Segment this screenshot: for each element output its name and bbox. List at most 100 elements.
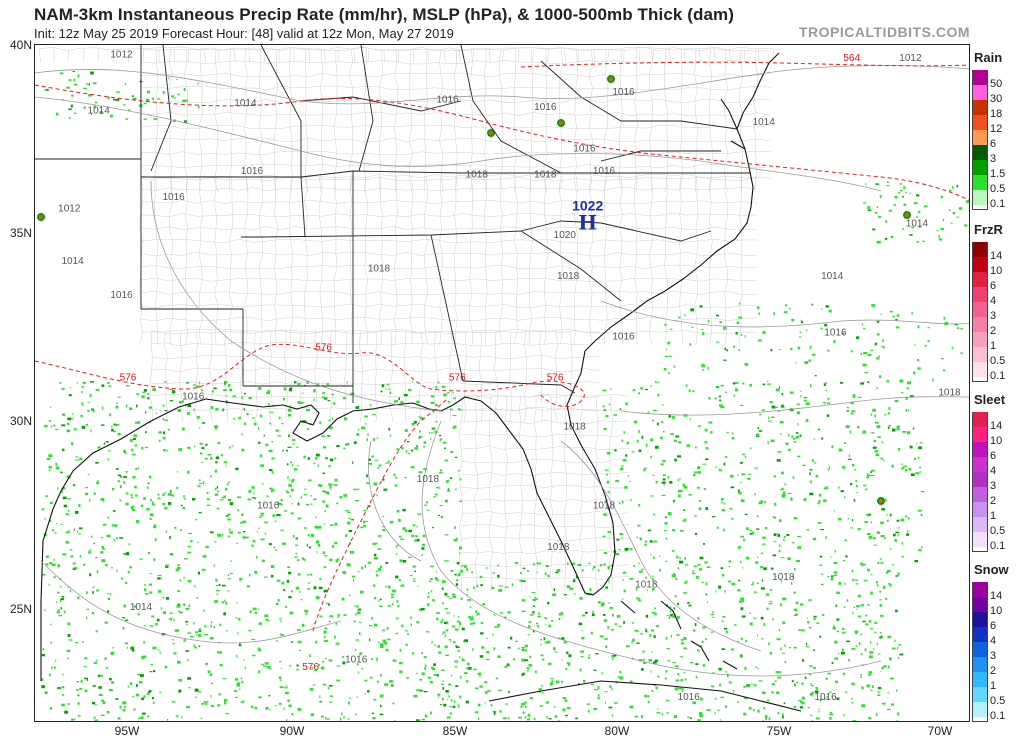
isobar-label: 1020: [554, 230, 577, 241]
thickness-label: 576: [547, 373, 564, 384]
isobar-label: 1018: [772, 572, 795, 583]
lon-label-90w: 90W: [279, 724, 305, 738]
legend-snow-swatch: [972, 642, 988, 657]
legend-frzr-swatch: [972, 242, 988, 257]
legend-sleet-swatch: [972, 517, 988, 532]
legend-frzr-level: 10: [990, 265, 1003, 277]
legend-snow-level: 10: [990, 605, 1003, 617]
legend-snow-swatch: [972, 597, 988, 612]
legend-sleet-swatch: [972, 502, 988, 517]
legend-frzr-level: 6: [990, 280, 997, 292]
chesapeake-bay: [720, 98, 746, 150]
legend-sleet-swatch: [972, 487, 988, 502]
legend-frzr-swatch: [972, 317, 988, 332]
isobar-label: 1016: [241, 166, 264, 177]
legend-frzr-level: 4: [990, 295, 997, 307]
legend-sleet-swatch: [972, 427, 988, 442]
isobar-label: 1016: [824, 328, 847, 339]
legend-sleet-level: 0.1: [990, 540, 1006, 552]
isobar-label: 1018: [635, 579, 658, 590]
legend-snow-swatch: [972, 672, 988, 687]
legend-rain-swatch: [972, 85, 988, 100]
legend-snow-swatch-blank: [972, 717, 988, 722]
legend-frzr-swatch: [972, 362, 988, 377]
thickness-label: 576: [120, 373, 137, 384]
legend-frzr-swatch: [972, 272, 988, 287]
legend-snow-level: 4: [990, 635, 997, 647]
legend-rain-level: 18: [990, 108, 1003, 120]
legend-frzr-level: 0.5: [990, 355, 1006, 367]
legend-snow-swatch: [972, 612, 988, 627]
legend-snow-level: 1: [990, 680, 997, 692]
legend-snow-level: 3: [990, 650, 997, 662]
legend-sleet-level: 1: [990, 510, 997, 522]
isobar-label: 1018: [593, 501, 616, 512]
legend-frzr-swatch: [972, 332, 988, 347]
isobar-label: 1018: [547, 542, 570, 553]
lat-label-35n: 35N: [9, 226, 32, 240]
map-title: NAM-3km Instantaneous Precip Rate (mm/hr…: [34, 5, 735, 24]
isobar-label: 1016: [110, 290, 133, 301]
isobar-label: 1014: [753, 117, 776, 128]
brand-watermark[interactable]: TROPICALTIDBITS.COM: [798, 24, 970, 40]
legend-sleet-swatch: [972, 412, 988, 427]
legend-frzr-swatch: [972, 347, 988, 362]
isobar-label: 1012: [899, 53, 922, 64]
legend-rain-level: 0.5: [990, 183, 1006, 195]
isobar-labels: 1012 1014 1016 1016 1016 1016 1016 1016 1014 1014…: [58, 49, 961, 703]
legend-sleet-level: 6: [990, 450, 997, 462]
precip-rain-areas: [37, 71, 969, 721]
legend-frzr-level: 3: [990, 310, 997, 322]
legend-snow-level: 14: [990, 590, 1003, 602]
legend-snow-level: 6: [990, 620, 997, 632]
isobar-label: 1018: [466, 170, 489, 181]
legend-snow-level: 2: [990, 665, 997, 677]
lat-label-30n: 30N: [9, 414, 32, 428]
legend-sleet-level: 0.5: [990, 525, 1006, 537]
isobar-label: 1018: [368, 264, 391, 275]
isobar-label: 1018: [534, 170, 557, 181]
legend-sleet-level: 14: [990, 420, 1003, 432]
isobar-label: 1014: [234, 98, 257, 109]
isobar-label: 1016: [162, 192, 185, 203]
legend-frzr-level: 14: [990, 250, 1003, 262]
legend-sleet-level: 10: [990, 435, 1003, 447]
legend-rain-level: 50: [990, 78, 1003, 90]
state-borders: [35, 45, 751, 403]
legend-rain-level: 0.1: [990, 198, 1006, 210]
legend-rain-swatch: [972, 175, 988, 190]
isobar-label: 1018: [557, 271, 580, 282]
legend-rain-swatch: [972, 145, 988, 160]
legend-sleet-title: Sleet: [974, 392, 1006, 407]
high-pressure-value: 1022: [572, 198, 603, 214]
legend-snow-level: 0.5: [990, 695, 1006, 707]
legend-rain-swatch: [972, 100, 988, 115]
legend-frzr-level: 1: [990, 340, 997, 352]
isobar-label: 1012: [110, 49, 133, 60]
legend-frzr-level: 0.1: [990, 370, 1006, 382]
isobar-label: 1018: [938, 388, 961, 399]
isobar-contours: [35, 65, 969, 677]
legend-rain-title: Rain: [974, 50, 1003, 65]
legend-frzr-title: FrzR: [974, 222, 1003, 237]
isobar-label: 1016: [257, 501, 280, 512]
lon-label-95w: 95W: [114, 724, 140, 738]
isobar-label: 1012: [58, 203, 81, 214]
legend-frzr-swatch: [972, 287, 988, 302]
gulf-coastline: [42, 350, 616, 596]
bahamas-islands: [620, 600, 738, 670]
legend-rain-level: 12: [990, 123, 1003, 135]
thickness-labels: 576 576 576 576 576 564: [120, 53, 861, 673]
thickness-label: 564: [843, 53, 860, 64]
isobar-label: 1016: [436, 94, 459, 105]
legend-snow-level: 0.1: [990, 710, 1006, 722]
legend-sleet-swatch: [972, 472, 988, 487]
map-canvas[interactable]: 1012 1014 1016 1016 1016 1016 1016 1016 1014 1014…: [34, 44, 970, 722]
legend-rain-level: 30: [990, 93, 1003, 105]
legend-snow-swatch: [972, 702, 988, 717]
legend-snow-swatch: [972, 582, 988, 597]
legend-sleet-level: 3: [990, 480, 997, 492]
isobar-label: 1016: [182, 391, 205, 402]
isobar-label: 1016: [345, 655, 368, 666]
high-pressure-center: 1022 H: [572, 198, 603, 235]
